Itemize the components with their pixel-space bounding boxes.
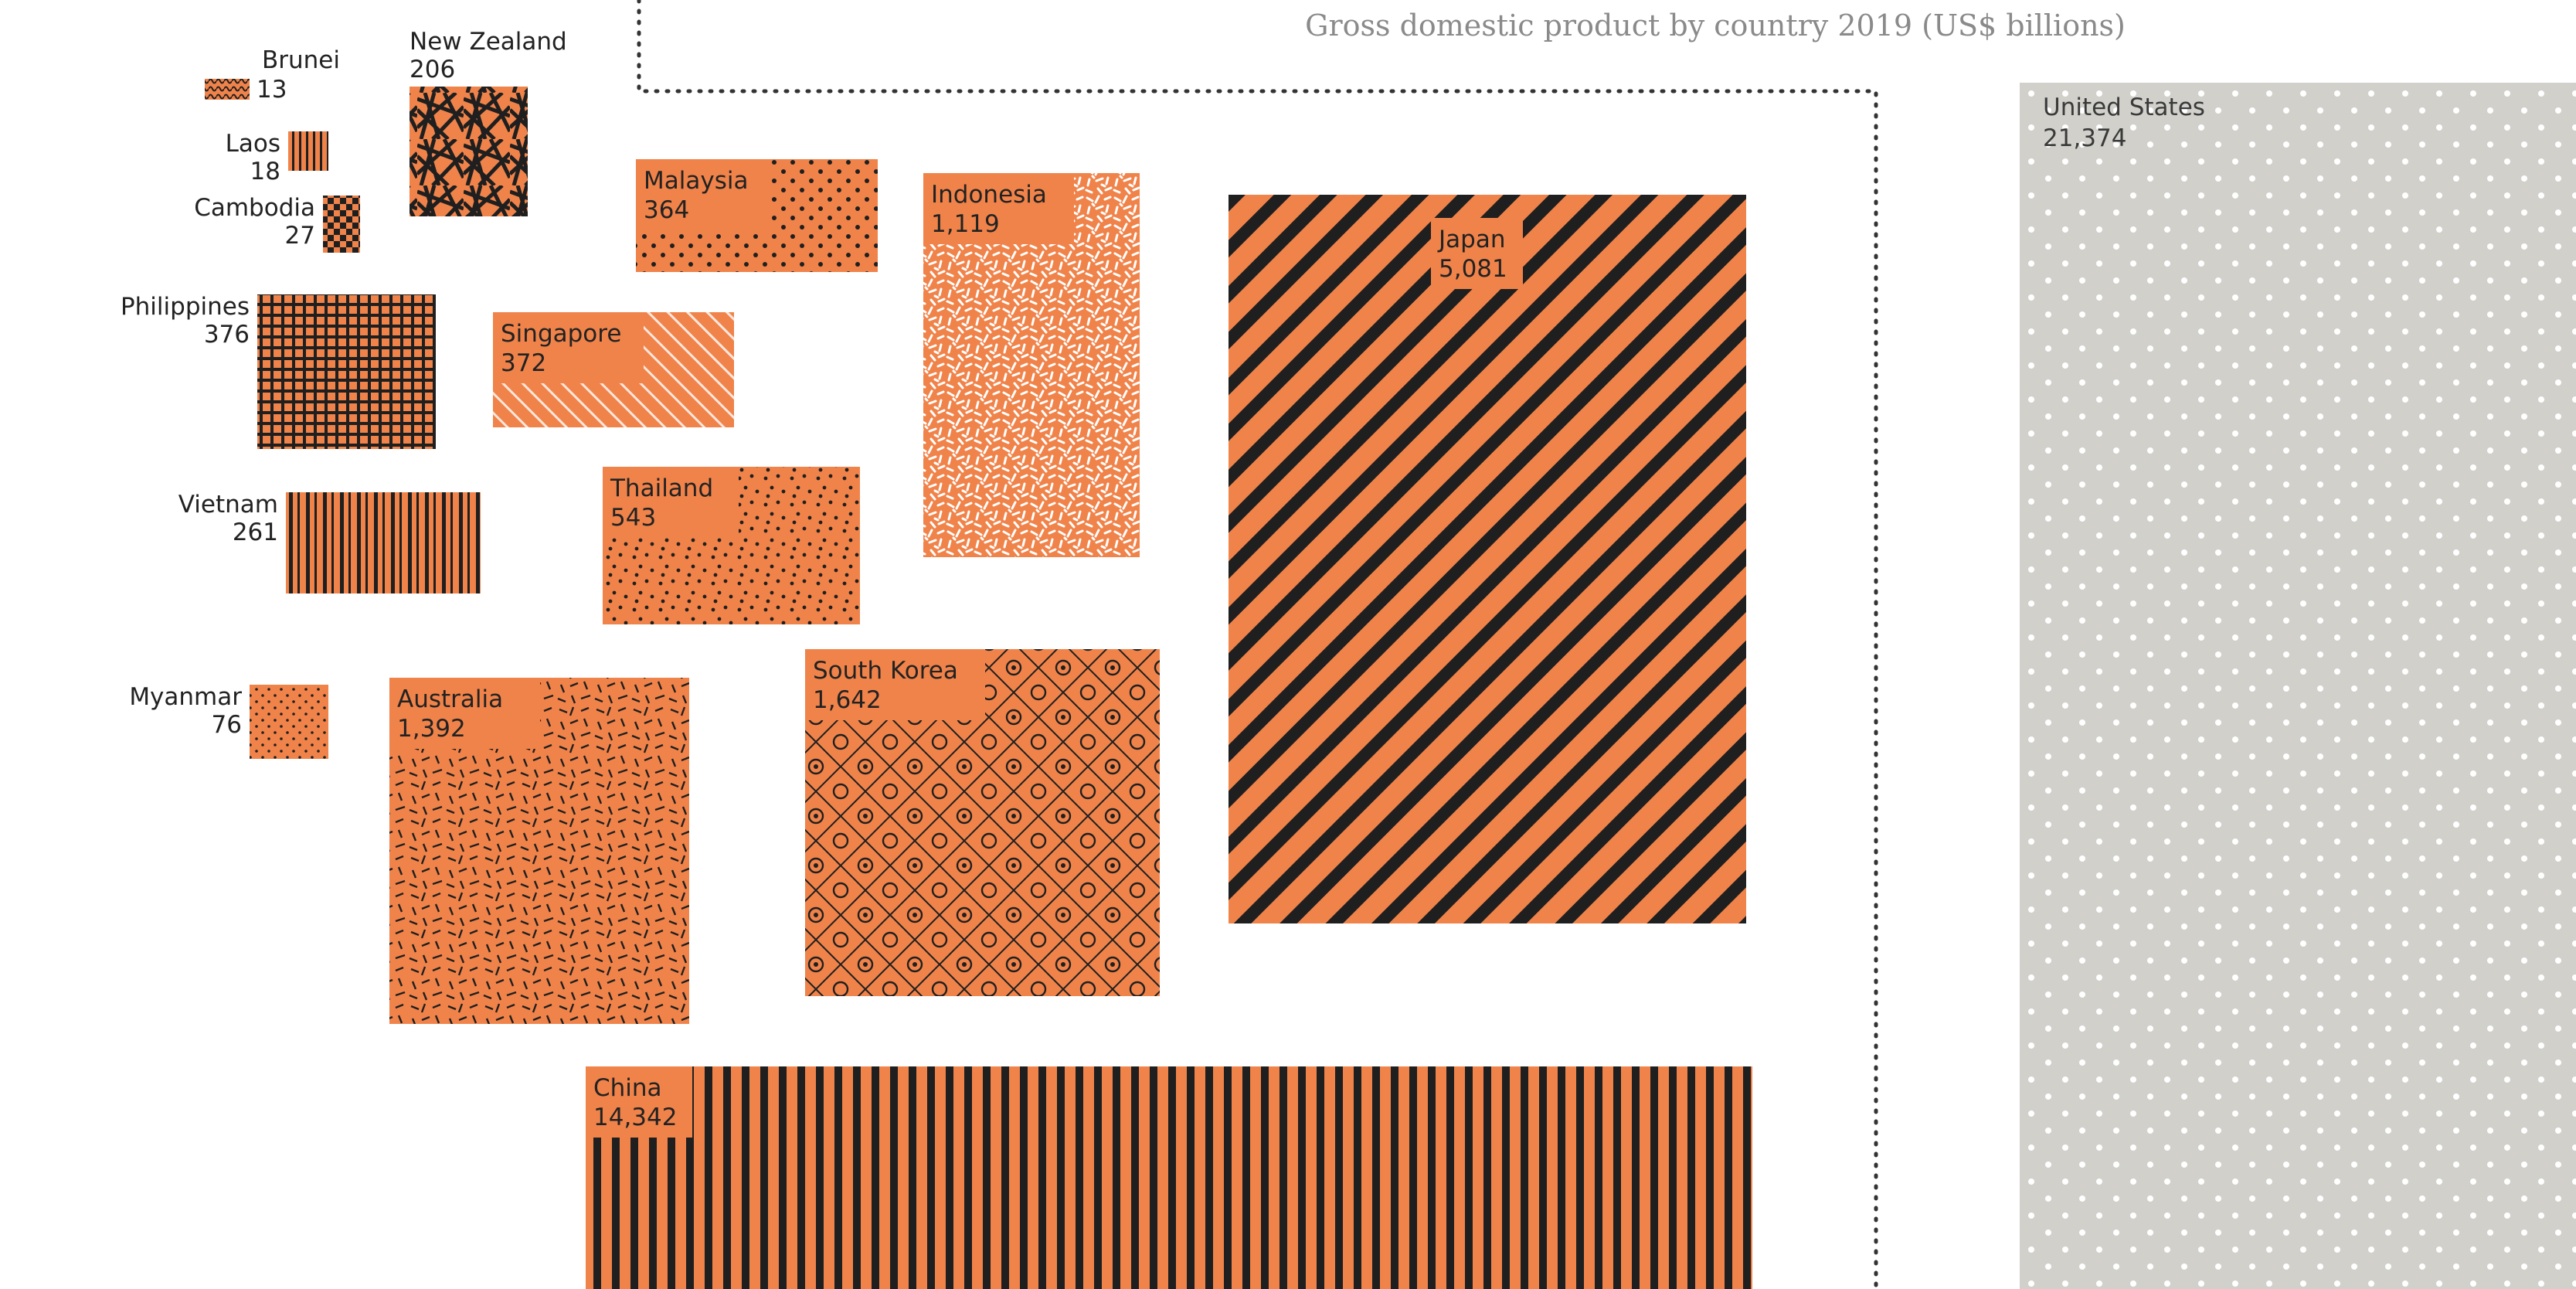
malaysia-value-label: 364: [644, 196, 689, 224]
japan-name-label: Japan: [1437, 226, 1505, 253]
cambodia-value-label: 27: [285, 222, 315, 250]
new-zealand-value-label: 206: [410, 56, 455, 83]
vietnam-area: [286, 492, 481, 593]
china-label-bg: [586, 1066, 692, 1138]
laos-area: [288, 131, 328, 171]
china-value-label: 14,342: [593, 1104, 677, 1131]
china-area: [586, 1066, 1752, 1289]
australia-value-label: 1,392: [397, 715, 466, 743]
myanmar-value-label: 76: [212, 711, 242, 739]
australia-name-label: Australia: [397, 685, 503, 713]
brunei-value-label: 13: [257, 76, 287, 104]
vietnam-value-label: 261: [233, 519, 278, 546]
united-states-name-label: United States: [2043, 94, 2205, 121]
vietnam-name-label: Vietnam: [178, 491, 278, 519]
japan-label-bg: [1431, 218, 1523, 289]
thailand-name-label: Thailand: [610, 474, 713, 502]
brunei-area: [205, 79, 250, 100]
new-zealand-area: [410, 87, 528, 216]
south-korea-name-label: South Korea: [813, 657, 958, 685]
brunei-name-label: Brunei: [262, 46, 340, 74]
philippines-area: [257, 294, 436, 449]
malaysia-name-label: Malaysia: [644, 167, 748, 195]
indonesia-name-label: Indonesia: [931, 181, 1047, 209]
japan-value-label: 5,081: [1439, 255, 1507, 283]
thailand-value-label: 543: [610, 504, 656, 532]
cambodia-name-label: Cambodia: [194, 194, 315, 222]
united-states-area: [2020, 83, 2576, 1289]
japan-area: [1229, 195, 1746, 923]
malaysia-label-bg: [636, 159, 772, 230]
singapore-value-label: 372: [501, 349, 546, 377]
indonesia-value-label: 1,119: [931, 210, 1000, 238]
philippines-value-label: 376: [204, 321, 250, 349]
philippines-name-label: Philippines: [121, 293, 250, 321]
indonesia-label-bg: [923, 173, 1074, 244]
cambodia-area: [323, 196, 360, 253]
south-korea-label-bg: [805, 649, 985, 720]
tile-united-states: United States 21,374: [2020, 83, 2576, 1289]
new-zealand-name-label: New Zealand: [410, 28, 567, 56]
united-states-value-label: 21,374: [2043, 124, 2126, 152]
thailand-label-bg: [603, 467, 739, 538]
myanmar-name-label: Myanmar: [129, 683, 242, 711]
laos-value-label: 18: [250, 158, 280, 185]
asia-pacific-boundary: [637, 0, 1878, 1289]
chart-title: Gross domestic product by country 2019 (…: [1305, 9, 2126, 43]
singapore-name-label: Singapore: [501, 320, 621, 348]
singapore-label-bg: [493, 312, 644, 383]
china-name-label: China: [593, 1074, 662, 1102]
south-korea-value-label: 1,642: [813, 686, 882, 714]
laos-name-label: Laos: [226, 130, 280, 158]
australia-label-bg: [389, 678, 540, 749]
myanmar-area: [250, 685, 328, 759]
